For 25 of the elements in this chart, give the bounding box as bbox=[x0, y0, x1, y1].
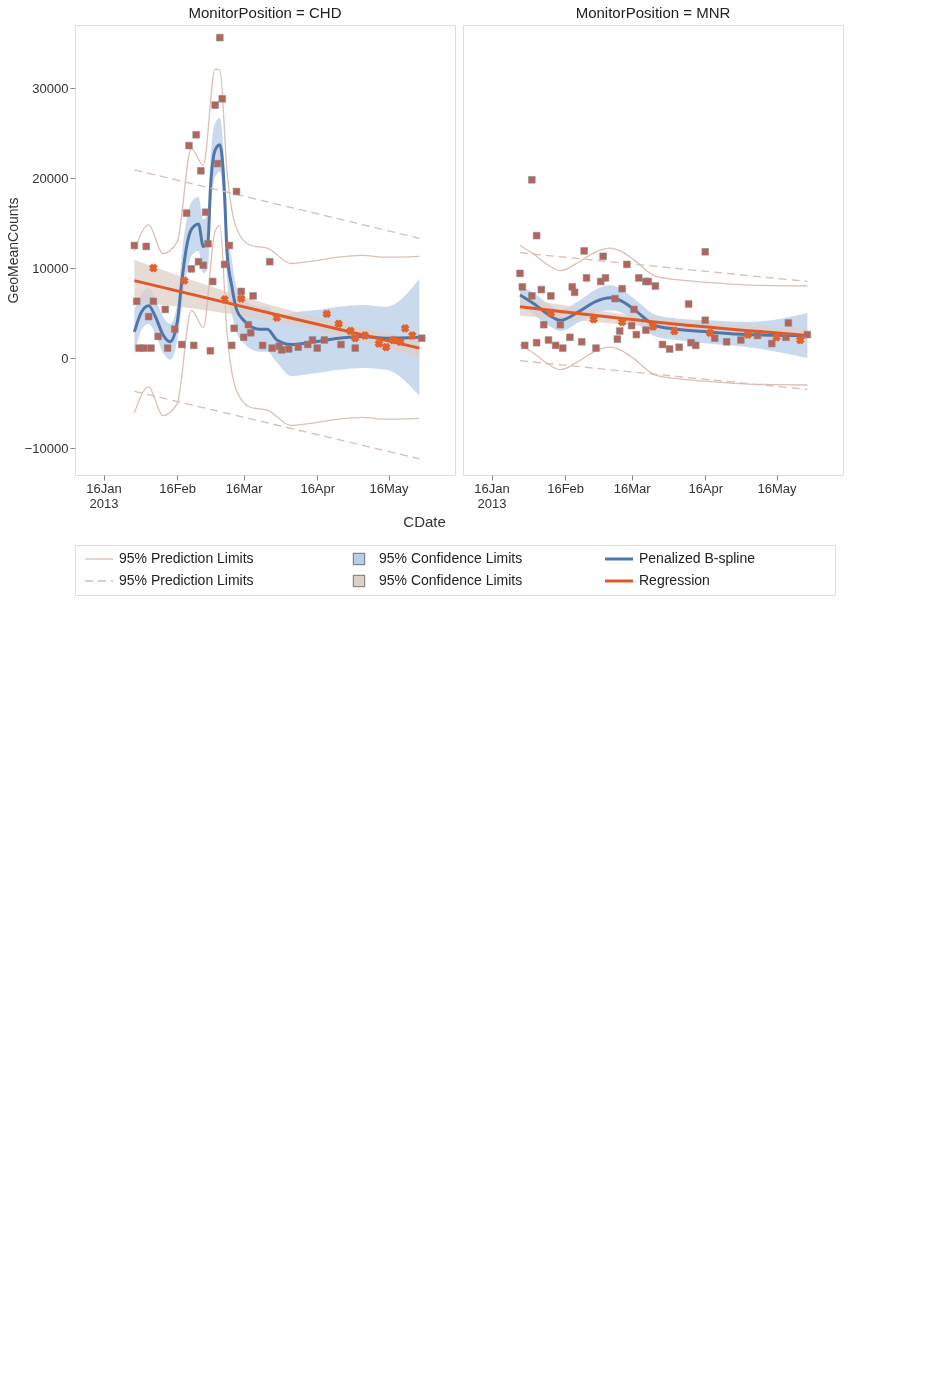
y-tick-label: 10000 bbox=[32, 260, 69, 276]
x-tick-label: 16Apr bbox=[688, 480, 724, 496]
legend-label: Regression bbox=[639, 572, 710, 588]
x-tick-label: 16May bbox=[757, 480, 797, 496]
y-tick-label: 0 bbox=[61, 350, 69, 366]
x-tick-label: 16Apr bbox=[300, 480, 336, 496]
x-tick-label: 16Mar bbox=[225, 480, 264, 496]
x-axis-title: CDate bbox=[403, 512, 446, 530]
x-tick-label: 16Mar bbox=[613, 480, 652, 496]
y-tick-label: 30000 bbox=[32, 80, 69, 96]
legend-label: 95% Prediction Limits bbox=[119, 572, 254, 588]
y-tick-label: −10000 bbox=[24, 440, 69, 456]
x-tick-label: 16Jan 2013 bbox=[86, 480, 122, 511]
x-tick-label: 16Feb bbox=[547, 480, 585, 496]
legend-label: Penalized B-spline bbox=[639, 550, 756, 566]
y-tick-label: 20000 bbox=[32, 170, 69, 186]
chart-title: MonitorPosition = MNR bbox=[575, 4, 731, 21]
legend-label: 95% Confidence Limits bbox=[379, 572, 523, 588]
y-axis-title: GeoMeanCounts bbox=[4, 197, 21, 304]
x-tick-label: 16May bbox=[369, 480, 409, 496]
chart-title: MonitorPosition = CHD bbox=[188, 4, 342, 21]
x-tick-label: 16Jan 2013 bbox=[474, 480, 510, 511]
legend-label: 95% Prediction Limits bbox=[119, 550, 254, 566]
legend-label: 95% Confidence Limits bbox=[379, 550, 523, 566]
x-tick-label: 16Feb bbox=[159, 480, 197, 496]
